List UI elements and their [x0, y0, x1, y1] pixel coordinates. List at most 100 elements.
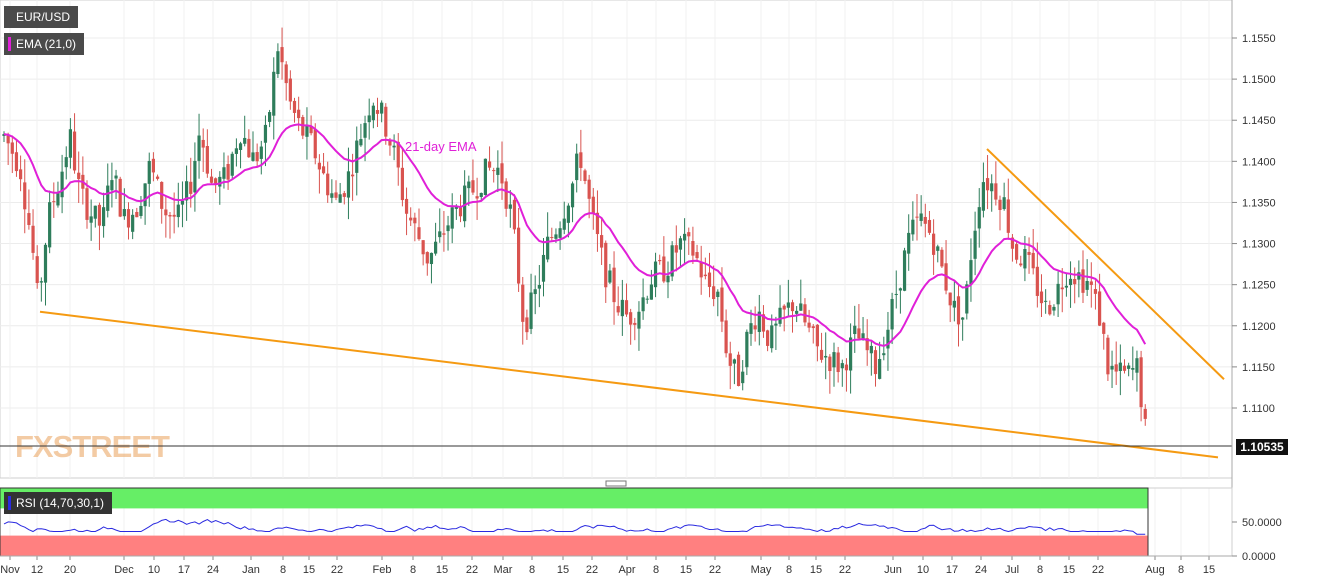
candle-body [778, 307, 782, 324]
candle [990, 174, 994, 212]
candle [583, 168, 587, 185]
candle-body [521, 284, 525, 322]
candle [1027, 237, 1031, 274]
candle-body [35, 256, 39, 284]
candle [346, 147, 351, 220]
candle [338, 182, 342, 203]
candle-body [197, 135, 201, 161]
candle [23, 159, 27, 234]
candle [487, 146, 492, 171]
candle-body [6, 134, 10, 144]
candle [446, 215, 450, 251]
candle-body [180, 200, 185, 205]
candle [695, 244, 699, 262]
candle [844, 358, 849, 392]
candle [824, 332, 828, 380]
candle [1135, 350, 1139, 392]
candle [1089, 262, 1093, 308]
candle [43, 242, 48, 306]
candle [678, 235, 683, 268]
rsi-indicator-label: RSI (14,70,30,1) [16, 496, 105, 510]
candle-body [380, 102, 384, 114]
candle-body [326, 173, 330, 196]
candle-body [1027, 251, 1031, 255]
candle-body [1122, 365, 1127, 371]
candle [566, 203, 570, 238]
candle-body [940, 249, 944, 267]
candle-body [10, 142, 14, 154]
candle [60, 154, 64, 214]
candle [48, 190, 52, 254]
candle-body [1143, 408, 1147, 419]
candle-body [375, 110, 380, 114]
candle [662, 236, 666, 284]
time-tick-label: 10 [917, 564, 929, 576]
candle-body [1098, 291, 1102, 326]
candle-body [168, 215, 172, 217]
candle [803, 298, 807, 327]
candle [463, 170, 467, 228]
candle-body [122, 209, 126, 217]
candle [562, 201, 566, 235]
candle-body [732, 359, 736, 364]
candle-body [160, 181, 164, 209]
candle-body [795, 310, 799, 314]
candle-body [973, 230, 977, 259]
candle-body [591, 196, 595, 214]
candle-body [454, 206, 458, 209]
candle [977, 188, 981, 248]
candle [894, 270, 898, 309]
candle-body [60, 171, 64, 198]
candle-body [247, 138, 251, 158]
candle [882, 336, 886, 361]
candle-body [898, 288, 902, 291]
candle [836, 346, 840, 383]
candle-body [712, 286, 716, 300]
rsi-indicator-tag[interactable]: RSI (14,70,30,1) [4, 492, 113, 514]
candle-body [483, 158, 487, 196]
time-tick-label: 22 [331, 564, 343, 576]
candle [712, 265, 716, 307]
candle-body [446, 225, 450, 232]
candle [176, 182, 180, 228]
time-tick-label: Apr [618, 564, 635, 576]
candle-body [147, 160, 151, 184]
candle-body [554, 234, 558, 239]
candle [828, 354, 832, 394]
candle [367, 98, 371, 140]
chart-grid [0, 0, 1233, 556]
time-tick-label: Feb [373, 564, 392, 576]
ema-indicator-tag[interactable]: EMA (21,0) [4, 33, 85, 55]
candle-body [579, 152, 583, 168]
candle-body [164, 209, 168, 216]
candle-body [666, 275, 670, 283]
candle [741, 360, 745, 391]
candle [857, 304, 861, 339]
candle [637, 301, 641, 351]
candle [600, 217, 604, 265]
candle-body [139, 205, 143, 216]
candle [106, 163, 110, 218]
candle [521, 276, 525, 345]
candle-body [479, 192, 483, 197]
candle [85, 180, 89, 229]
candle [110, 162, 114, 208]
candle-body [297, 109, 301, 119]
candle [201, 128, 205, 172]
candle-body [222, 167, 226, 179]
rsi-line [3, 518, 1146, 535]
candle-body [981, 182, 985, 211]
candle [807, 309, 811, 333]
candle-body [234, 148, 238, 154]
candle [1077, 260, 1081, 298]
candle-body [97, 204, 102, 226]
candle [541, 238, 546, 297]
candle [666, 261, 670, 299]
candle [1122, 359, 1127, 374]
symbol-tag[interactable]: EUR/USD [4, 6, 79, 28]
price-tick-label: 1.1400 [1242, 156, 1276, 168]
candle [19, 155, 23, 192]
candle [774, 316, 778, 350]
candle-body [703, 274, 707, 277]
